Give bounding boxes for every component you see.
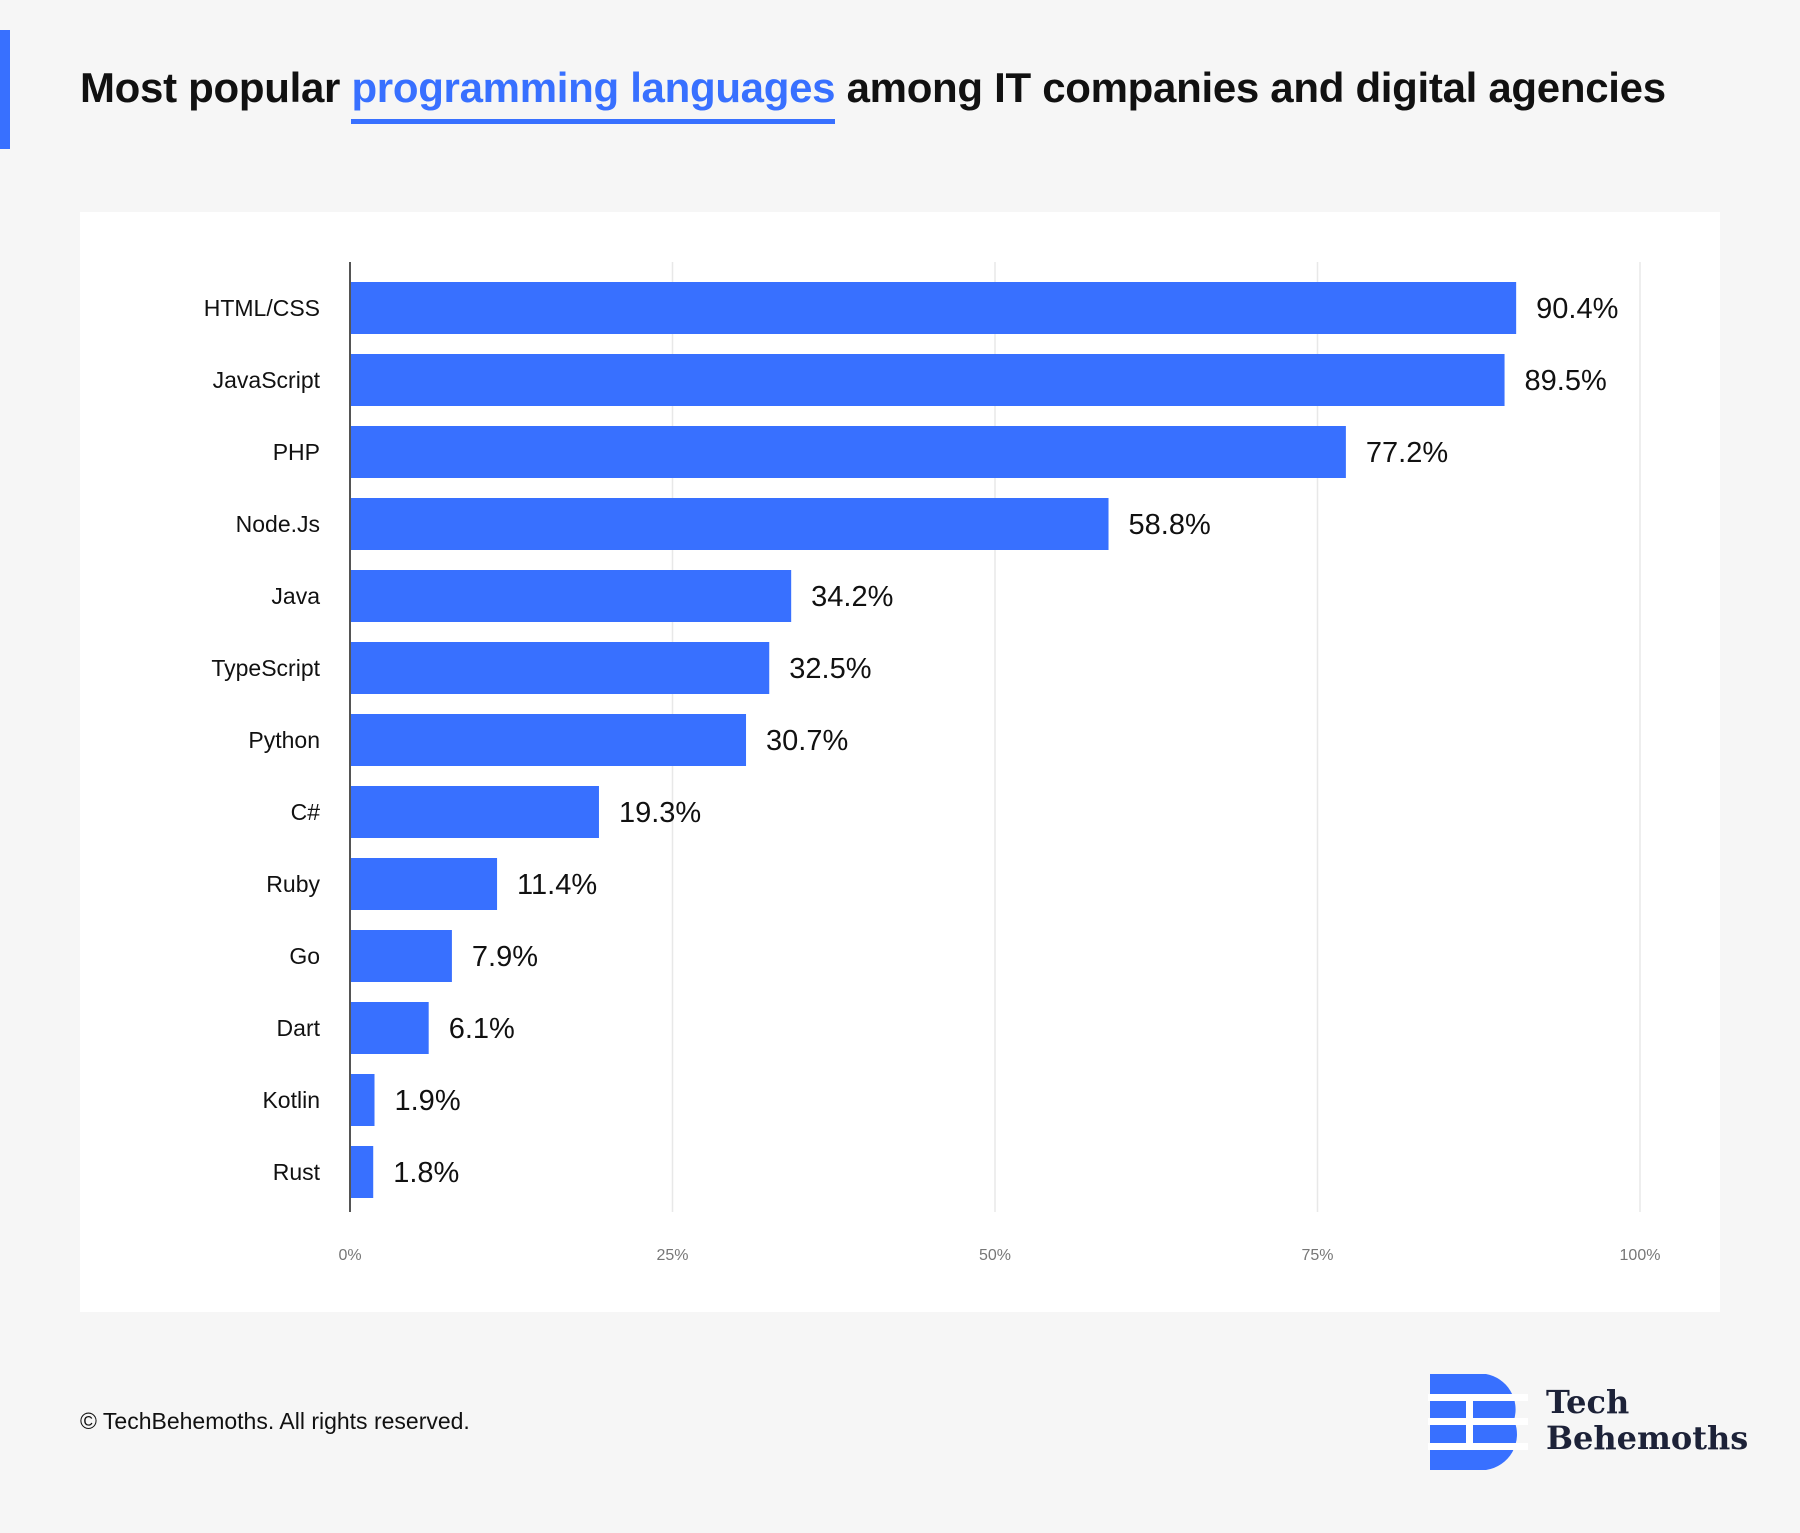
data-label: 90.4%	[1536, 293, 1618, 325]
category-label: Python	[248, 727, 320, 753]
bar	[351, 354, 1505, 406]
data-label: 89.5%	[1525, 365, 1607, 397]
bar	[351, 282, 1517, 334]
title-prefix: Most popular	[80, 64, 341, 111]
data-label: 19.3%	[619, 797, 701, 829]
category-label: Dart	[277, 1015, 321, 1041]
category-label: C#	[291, 799, 321, 825]
category-label: Kotlin	[262, 1087, 320, 1113]
category-label: PHP	[273, 439, 320, 465]
bar	[351, 498, 1109, 550]
techbehemoths-logo: Tech Behemoths	[1428, 1372, 1748, 1472]
category-label: HTML/CSS	[204, 295, 320, 321]
data-label: 1.9%	[395, 1085, 461, 1117]
copyright-text: © TechBehemoths. All rights reserved.	[80, 1408, 470, 1434]
category-label: Java	[271, 583, 320, 609]
x-tick-label: 75%	[1301, 1247, 1333, 1264]
data-label: 32.5%	[789, 653, 871, 685]
bar	[351, 714, 747, 766]
title-accent-bar	[0, 30, 10, 149]
techbehemoths-b-logo-icon	[1428, 1374, 1528, 1470]
category-label: Node.Js	[236, 511, 320, 537]
x-tick-label: 50%	[979, 1247, 1011, 1264]
category-label: TypeScript	[211, 655, 320, 681]
bar	[351, 1002, 429, 1054]
title-suffix: among IT companies and digital agencies	[846, 64, 1666, 111]
x-tick-label: 100%	[1620, 1247, 1661, 1264]
logo-wordmark: Tech Behemoths	[1546, 1384, 1748, 1456]
page-title: Most popular programming languages among…	[80, 64, 1666, 124]
bar	[351, 570, 792, 622]
category-label: Ruby	[266, 871, 320, 897]
bar	[351, 1146, 374, 1198]
data-label: 11.4%	[517, 869, 597, 901]
category-label: JavaScript	[213, 367, 321, 393]
bar	[351, 426, 1346, 478]
data-label: 30.7%	[766, 725, 848, 757]
data-label: 1.8%	[393, 1157, 459, 1189]
bar-chart: 0% 25% 50% 75% 100% HTML/CSS 90.4% JavaScript 89…	[204, 262, 1661, 1264]
chart-card: 0% 25% 50% 75% 100% HTML/CSS 90.4% JavaScript 89…	[80, 212, 1720, 1312]
bar	[351, 858, 498, 910]
x-tick-label: 25%	[656, 1247, 688, 1264]
data-label: 6.1%	[449, 1013, 515, 1045]
title-highlight: programming languages	[351, 64, 836, 124]
data-label: 34.2%	[811, 581, 893, 613]
bar	[351, 642, 770, 694]
category-label: Rust	[273, 1159, 321, 1185]
bar	[351, 786, 599, 838]
x-tick-label: 0%	[338, 1247, 361, 1264]
logo-line-2: Behemoths	[1546, 1419, 1749, 1457]
data-label: 77.2%	[1366, 437, 1448, 469]
logo-line-1: Tech	[1546, 1383, 1630, 1421]
data-label: 7.9%	[472, 941, 538, 973]
data-label: 58.8%	[1129, 509, 1211, 541]
category-label: Go	[289, 943, 320, 969]
bar	[351, 1074, 375, 1126]
bar	[351, 930, 452, 982]
